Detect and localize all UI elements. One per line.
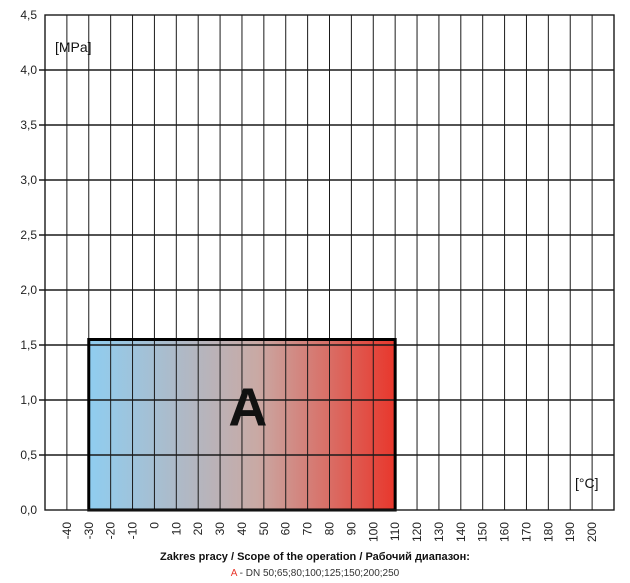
caption-subtitle: A - DN 50;65;80;100;125;150;200;250 <box>0 568 630 579</box>
x-tick-label: 140 <box>454 522 468 542</box>
y-tick-label: 1,5 <box>20 338 37 352</box>
y-tick-label: 4,0 <box>20 63 37 77</box>
y-tick-label: 2,0 <box>20 283 37 297</box>
x-tick-label: -40 <box>60 522 74 540</box>
x-tick-label: 10 <box>169 522 183 536</box>
x-tick-label: 40 <box>235 522 249 536</box>
x-tick-label: 50 <box>257 522 271 536</box>
x-tick-label: 190 <box>563 522 577 542</box>
plot-frame <box>44 14 615 511</box>
caption-text: - DN 50;65;80;100;125;150;200;250 <box>236 568 400 579</box>
x-tick-label: 70 <box>301 522 315 536</box>
x-tick-label: 110 <box>388 522 402 541</box>
caption-marker: A <box>230 568 237 579</box>
y-tick-label: 0,5 <box>20 448 37 462</box>
x-tick-label: -20 <box>104 522 118 540</box>
y-tick-label: 3,0 <box>20 173 37 187</box>
x-tick-label: 60 <box>279 522 293 536</box>
x-tick-label: 160 <box>498 522 512 542</box>
x-tick-label: 100 <box>366 522 380 542</box>
x-tick-label: 20 <box>191 522 205 536</box>
x-tick-label: 200 <box>585 522 599 542</box>
caption-title: Zakres pracy / Scope of the operation / … <box>160 551 470 563</box>
x-axis-ticks: -40 -30 -20 -10 0 10 20 30 40 50 60 70 80 90 100 110 120… <box>60 522 599 542</box>
y-tick-label: 2,5 <box>20 228 37 242</box>
y-tick-label: 0,0 <box>20 503 37 517</box>
chart: 0,0 0,5 1,0 1,5 2,0 2,5 3,0 3,5 4,0 4,5 -40 -30 -20… <box>20 8 615 542</box>
x-axis-label: [°C] <box>575 475 599 491</box>
x-tick-label: 120 <box>410 522 424 542</box>
region-label: A <box>228 378 267 438</box>
x-tick-label: 180 <box>541 522 555 542</box>
y-tick-label: 1,0 <box>20 393 37 407</box>
x-tick-label: 130 <box>432 522 446 542</box>
y-tick-label: 4,5 <box>20 8 37 22</box>
y-axis-ticks: 0,0 0,5 1,0 1,5 2,0 2,5 3,0 3,5 4,0 4,5 <box>20 8 37 517</box>
x-tick-label: -30 <box>82 522 96 540</box>
y-tick-label: 3,5 <box>20 118 37 132</box>
grid-horizontal <box>39 69 614 456</box>
grid-vertical <box>66 15 593 510</box>
x-tick-label: 30 <box>213 522 227 536</box>
y-axis-label: [MPa] <box>55 39 92 55</box>
x-tick-label: 0 <box>147 522 161 529</box>
x-tick-label: 90 <box>344 522 358 536</box>
x-tick-label: -10 <box>126 522 140 540</box>
x-tick-label: 150 <box>476 522 490 542</box>
x-tick-label: 80 <box>323 522 337 536</box>
x-tick-label: 170 <box>519 522 533 542</box>
